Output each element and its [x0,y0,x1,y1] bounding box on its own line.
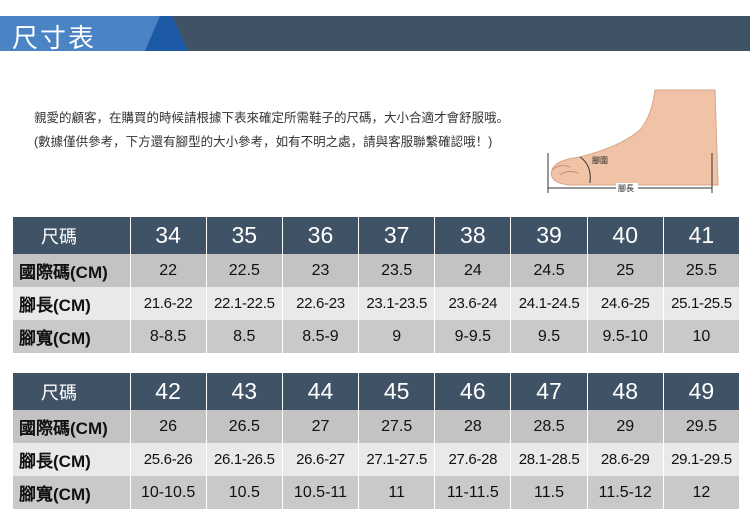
foot-width-cell: 11.5 [510,476,588,509]
intl-size-cell: 27 [282,410,360,443]
page-title: 尺寸表 [12,23,97,53]
row-label: 尺碼 [13,373,131,410]
foot-length-cell: 23.1-23.5 [358,287,436,320]
intl-size-cell: 24 [434,254,512,287]
size-cell: 36 [282,217,360,254]
foot-length-cell: 29.1-29.5 [663,443,741,476]
size-cell: 49 [663,373,741,410]
foot-width-cell: 9.5 [510,320,588,353]
foot-width-cell: 10 [663,320,741,353]
table-row-intl-size: 國際碼(CM) 26 26.5 27 27.5 28 28.5 29 29.5 [13,410,741,443]
intl-size-cell: 23.5 [358,254,436,287]
size-cell: 47 [510,373,588,410]
table-row-size: 尺碼 34 35 36 37 38 39 40 41 [13,217,741,254]
intl-size-cell: 25 [587,254,664,287]
foot-length-cell: 25.6-26 [130,443,207,476]
size-table-2: 尺碼 42 43 44 45 46 47 48 49 國際碼(CM) 26 26.5 27 27.5 28 2… [13,373,741,509]
foot-width-cell: 10.5-11 [282,476,360,509]
size-cell: 46 [434,373,512,410]
foot-length-cell: 26.1-26.5 [206,443,283,476]
foot-length-cell: 28.6-29 [587,443,664,476]
foot-width-cell: 10.5 [206,476,283,509]
intl-size-cell: 24.5 [510,254,588,287]
row-label: 腳長(CM) [13,443,131,476]
intl-size-cell: 29.5 [663,410,741,443]
foot-length-cell: 23.6-24 [434,287,512,320]
foot-length-cell: 27.6-28 [434,443,512,476]
foot-length-cell: 26.6-27 [282,443,360,476]
foot-width-cell: 9-9.5 [434,320,512,353]
table-row-foot-length: 腳長(CM) 21.6-22 22.1-22.5 22.6-23 23.1-23.5 23… [13,287,741,320]
foot-width-cell: 11-11.5 [434,476,512,509]
size-cell: 38 [434,217,512,254]
foot-length-cell: 25.1-25.5 [663,287,741,320]
foot-width-cell: 8.5 [206,320,283,353]
header-accent [0,16,160,51]
table-row-foot-length: 腳長(CM) 25.6-26 26.1-26.5 26.6-27 27.1-27.5 27… [13,443,741,476]
intl-size-cell: 25.5 [663,254,741,287]
row-label: 腳長(CM) [13,287,131,320]
intl-size-cell: 23 [282,254,360,287]
size-cell: 37 [358,217,436,254]
intl-size-cell: 28.5 [510,410,588,443]
size-cell: 42 [130,373,207,410]
foot-length-cell: 27.1-27.5 [358,443,436,476]
length-label: 腳長 [618,183,634,193]
foot-width-cell: 9.5-10 [587,320,664,353]
intl-size-cell: 26.5 [206,410,283,443]
size-table-1: 尺碼 34 35 36 37 38 39 40 41 國際碼(CM) 22 22.5 23 23.5 24 2… [13,217,741,353]
size-cell: 35 [206,217,283,254]
foot-length-cell: 22.1-22.5 [206,287,283,320]
foot-width-cell: 10-10.5 [130,476,207,509]
foot-length-cell: 22.6-23 [282,287,360,320]
intl-size-cell: 22 [130,254,207,287]
size-cell: 43 [206,373,283,410]
intl-size-cell: 26 [130,410,207,443]
intro-text: 親愛的顧客，在購買的時候請根據下表來確定所需鞋子的尺碼，大小合適才會舒服哦。 (… [34,111,510,149]
girth-label: 腳圍 [592,155,608,165]
foot-length-cell: 28.1-28.5 [510,443,588,476]
foot-width-cell: 8.5-9 [282,320,360,353]
intl-size-cell: 29 [587,410,664,443]
row-label: 國際碼(CM) [13,254,131,287]
size-cell: 48 [587,373,664,410]
foot-length-cell: 24.6-25 [587,287,664,320]
intl-size-cell: 22.5 [206,254,283,287]
foot-length-cell: 24.1-24.5 [510,287,588,320]
foot-width-cell: 8-8.5 [130,320,207,353]
foot-width-cell: 9 [358,320,436,353]
foot-diagram: 腳圍 腳長 [547,89,719,193]
row-label: 國際碼(CM) [13,410,131,443]
row-label: 尺碼 [13,217,131,254]
size-cell: 41 [663,217,741,254]
size-cell: 39 [510,217,588,254]
table-row-intl-size: 國際碼(CM) 22 22.5 23 23.5 24 24.5 25 25.5 [13,254,741,287]
size-cell: 40 [587,217,664,254]
foot-width-cell: 12 [663,476,741,509]
size-cell: 44 [282,373,360,410]
table-row-foot-width: 腳寬(CM) 8-8.5 8.5 8.5-9 9 9-9.5 9.5 9.5-10 10 [13,320,741,353]
row-label: 腳寬(CM) [13,320,131,353]
table-row-foot-width: 腳寬(CM) 10-10.5 10.5 10.5-11 11 11-11.5 11.5 11.… [13,476,741,509]
size-cell: 34 [130,217,207,254]
foot-length-cell: 21.6-22 [130,287,207,320]
foot-width-cell: 11 [358,476,436,509]
row-label: 腳寬(CM) [13,476,131,509]
size-cell: 45 [358,373,436,410]
intl-size-cell: 27.5 [358,410,436,443]
table-row-size: 尺碼 42 43 44 45 46 47 48 49 [13,373,741,410]
intl-size-cell: 28 [434,410,512,443]
foot-width-cell: 11.5-12 [587,476,664,509]
